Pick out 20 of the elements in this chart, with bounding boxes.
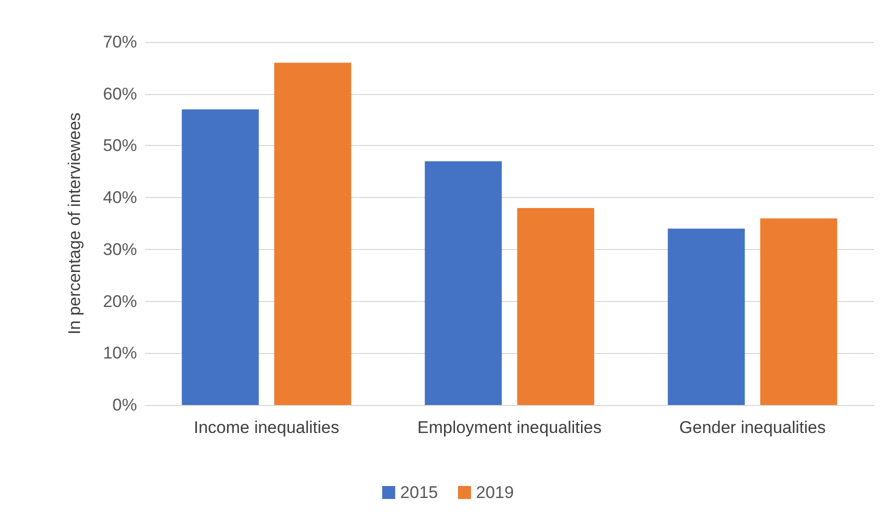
y-tick-label: 50% — [102, 136, 137, 156]
bar — [517, 208, 594, 405]
y-tick-label: 20% — [102, 292, 137, 311]
legend-label: 2019 — [476, 483, 514, 502]
x-tick-label: Income inequalities — [194, 418, 340, 437]
y-tick-label: 30% — [102, 240, 137, 259]
y-tick-label: 10% — [102, 344, 137, 363]
bar — [668, 228, 745, 405]
bar — [424, 161, 502, 405]
legend-label: 2015 — [400, 483, 438, 502]
y-tick-label: 40% — [102, 188, 137, 208]
y-tick-label: 70% — [102, 32, 137, 52]
y-axis-title: In percentage of interviewees — [65, 112, 84, 335]
x-tick-label: Employment inequalities — [417, 418, 602, 437]
bar — [182, 109, 259, 405]
bar — [760, 218, 838, 405]
y-tick-label: 60% — [102, 84, 137, 104]
y-tick-label: 0% — [112, 396, 137, 414]
x-tick-label: Gender inequalities — [679, 418, 826, 437]
bar — [274, 62, 352, 405]
